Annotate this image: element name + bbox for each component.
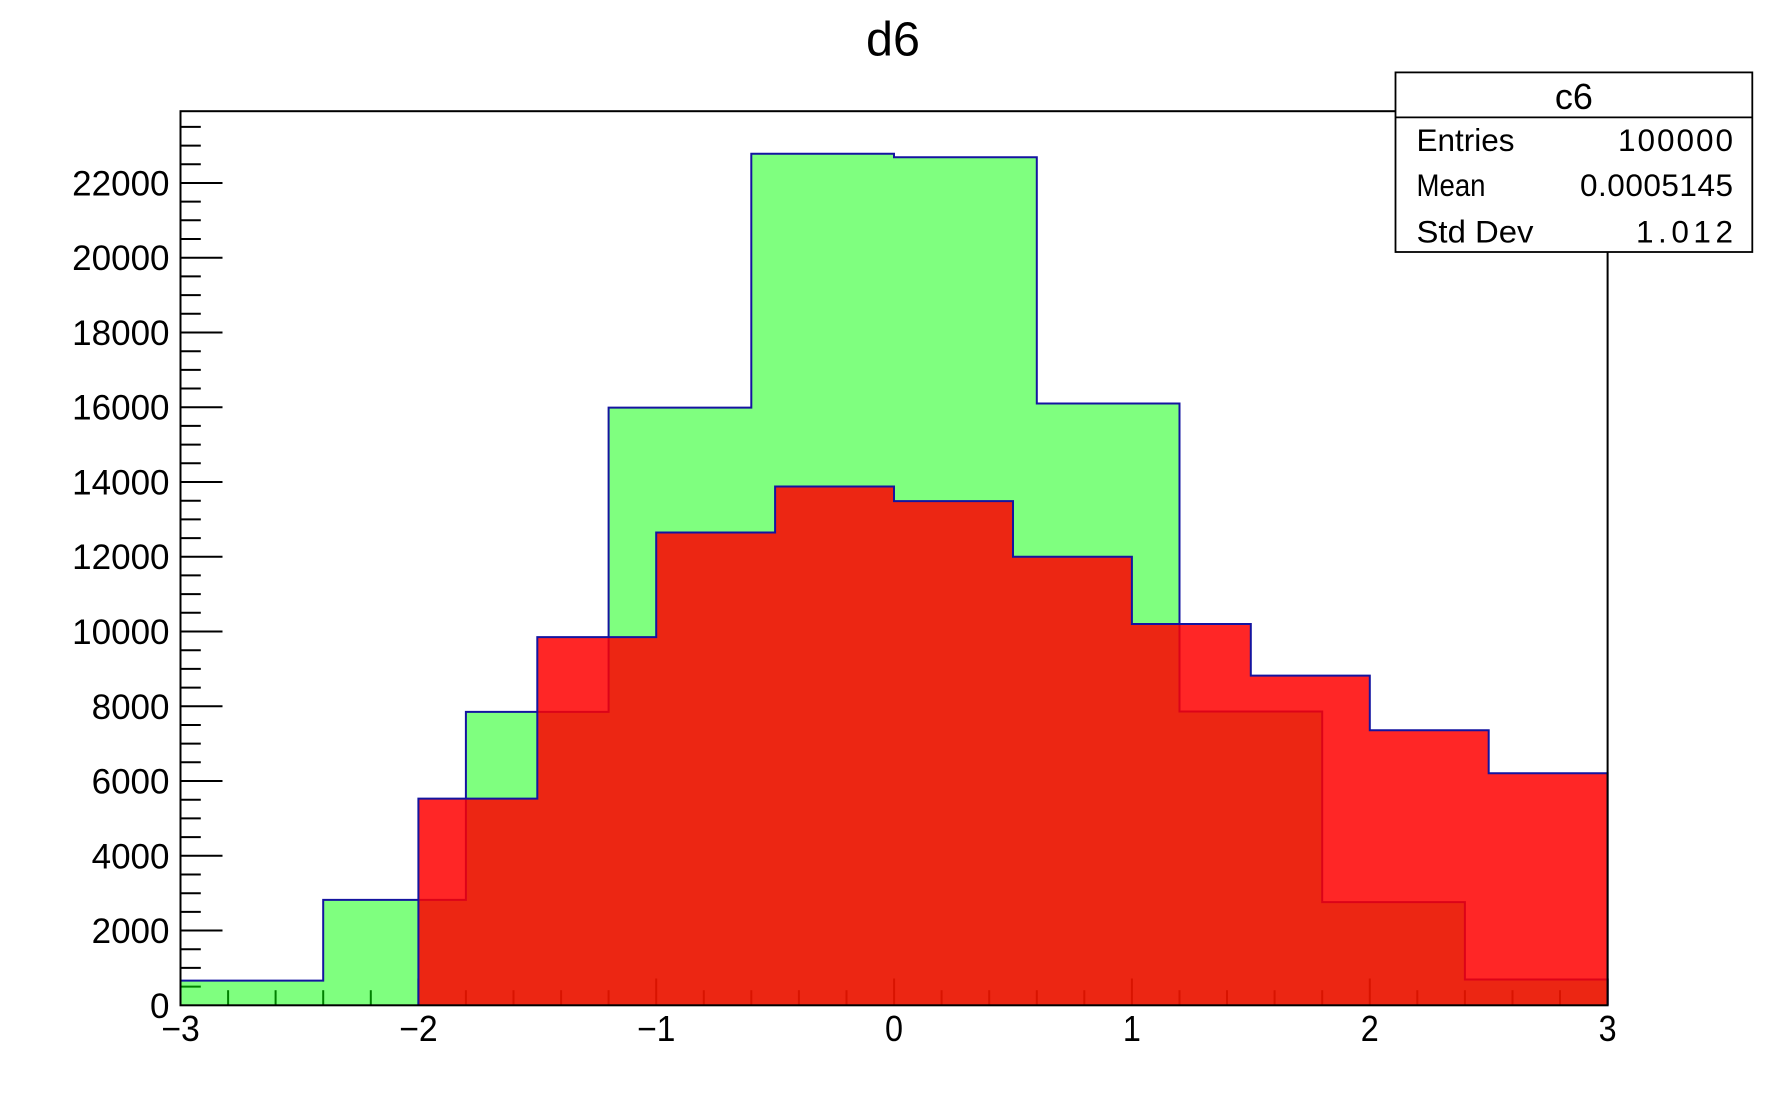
svg-text:3: 3 (1599, 1008, 1617, 1049)
svg-text:10000: 10000 (72, 613, 169, 652)
svg-text:0.0005145: 0.0005145 (1580, 167, 1733, 203)
svg-text:Entries: Entries (1417, 122, 1515, 158)
svg-text:−2: −2 (399, 1008, 438, 1049)
svg-text:2: 2 (1361, 1008, 1379, 1049)
svg-text:1.012: 1.012 (1636, 214, 1733, 250)
svg-text:2000: 2000 (92, 912, 170, 951)
svg-text:c6: c6 (1555, 76, 1593, 117)
svg-text:1: 1 (1123, 1008, 1141, 1049)
svg-text:14000: 14000 (72, 464, 169, 503)
svg-text:Mean: Mean (1417, 167, 1486, 203)
svg-text:d6: d6 (866, 13, 920, 67)
svg-text:−1: −1 (637, 1008, 676, 1049)
svg-text:4000: 4000 (92, 837, 170, 876)
svg-text:8000: 8000 (92, 688, 170, 727)
svg-text:18000: 18000 (72, 314, 169, 353)
svg-text:20000: 20000 (72, 239, 169, 278)
svg-text:22000: 22000 (72, 165, 169, 204)
svg-text:12000: 12000 (72, 538, 169, 577)
svg-text:0: 0 (150, 987, 169, 1026)
svg-text:6000: 6000 (92, 763, 170, 802)
svg-text:−3: −3 (161, 1008, 200, 1049)
svg-text:16000: 16000 (72, 389, 169, 428)
svg-text:Std Dev: Std Dev (1417, 214, 1534, 250)
svg-text:100000: 100000 (1618, 122, 1733, 158)
svg-text:0: 0 (885, 1008, 903, 1049)
